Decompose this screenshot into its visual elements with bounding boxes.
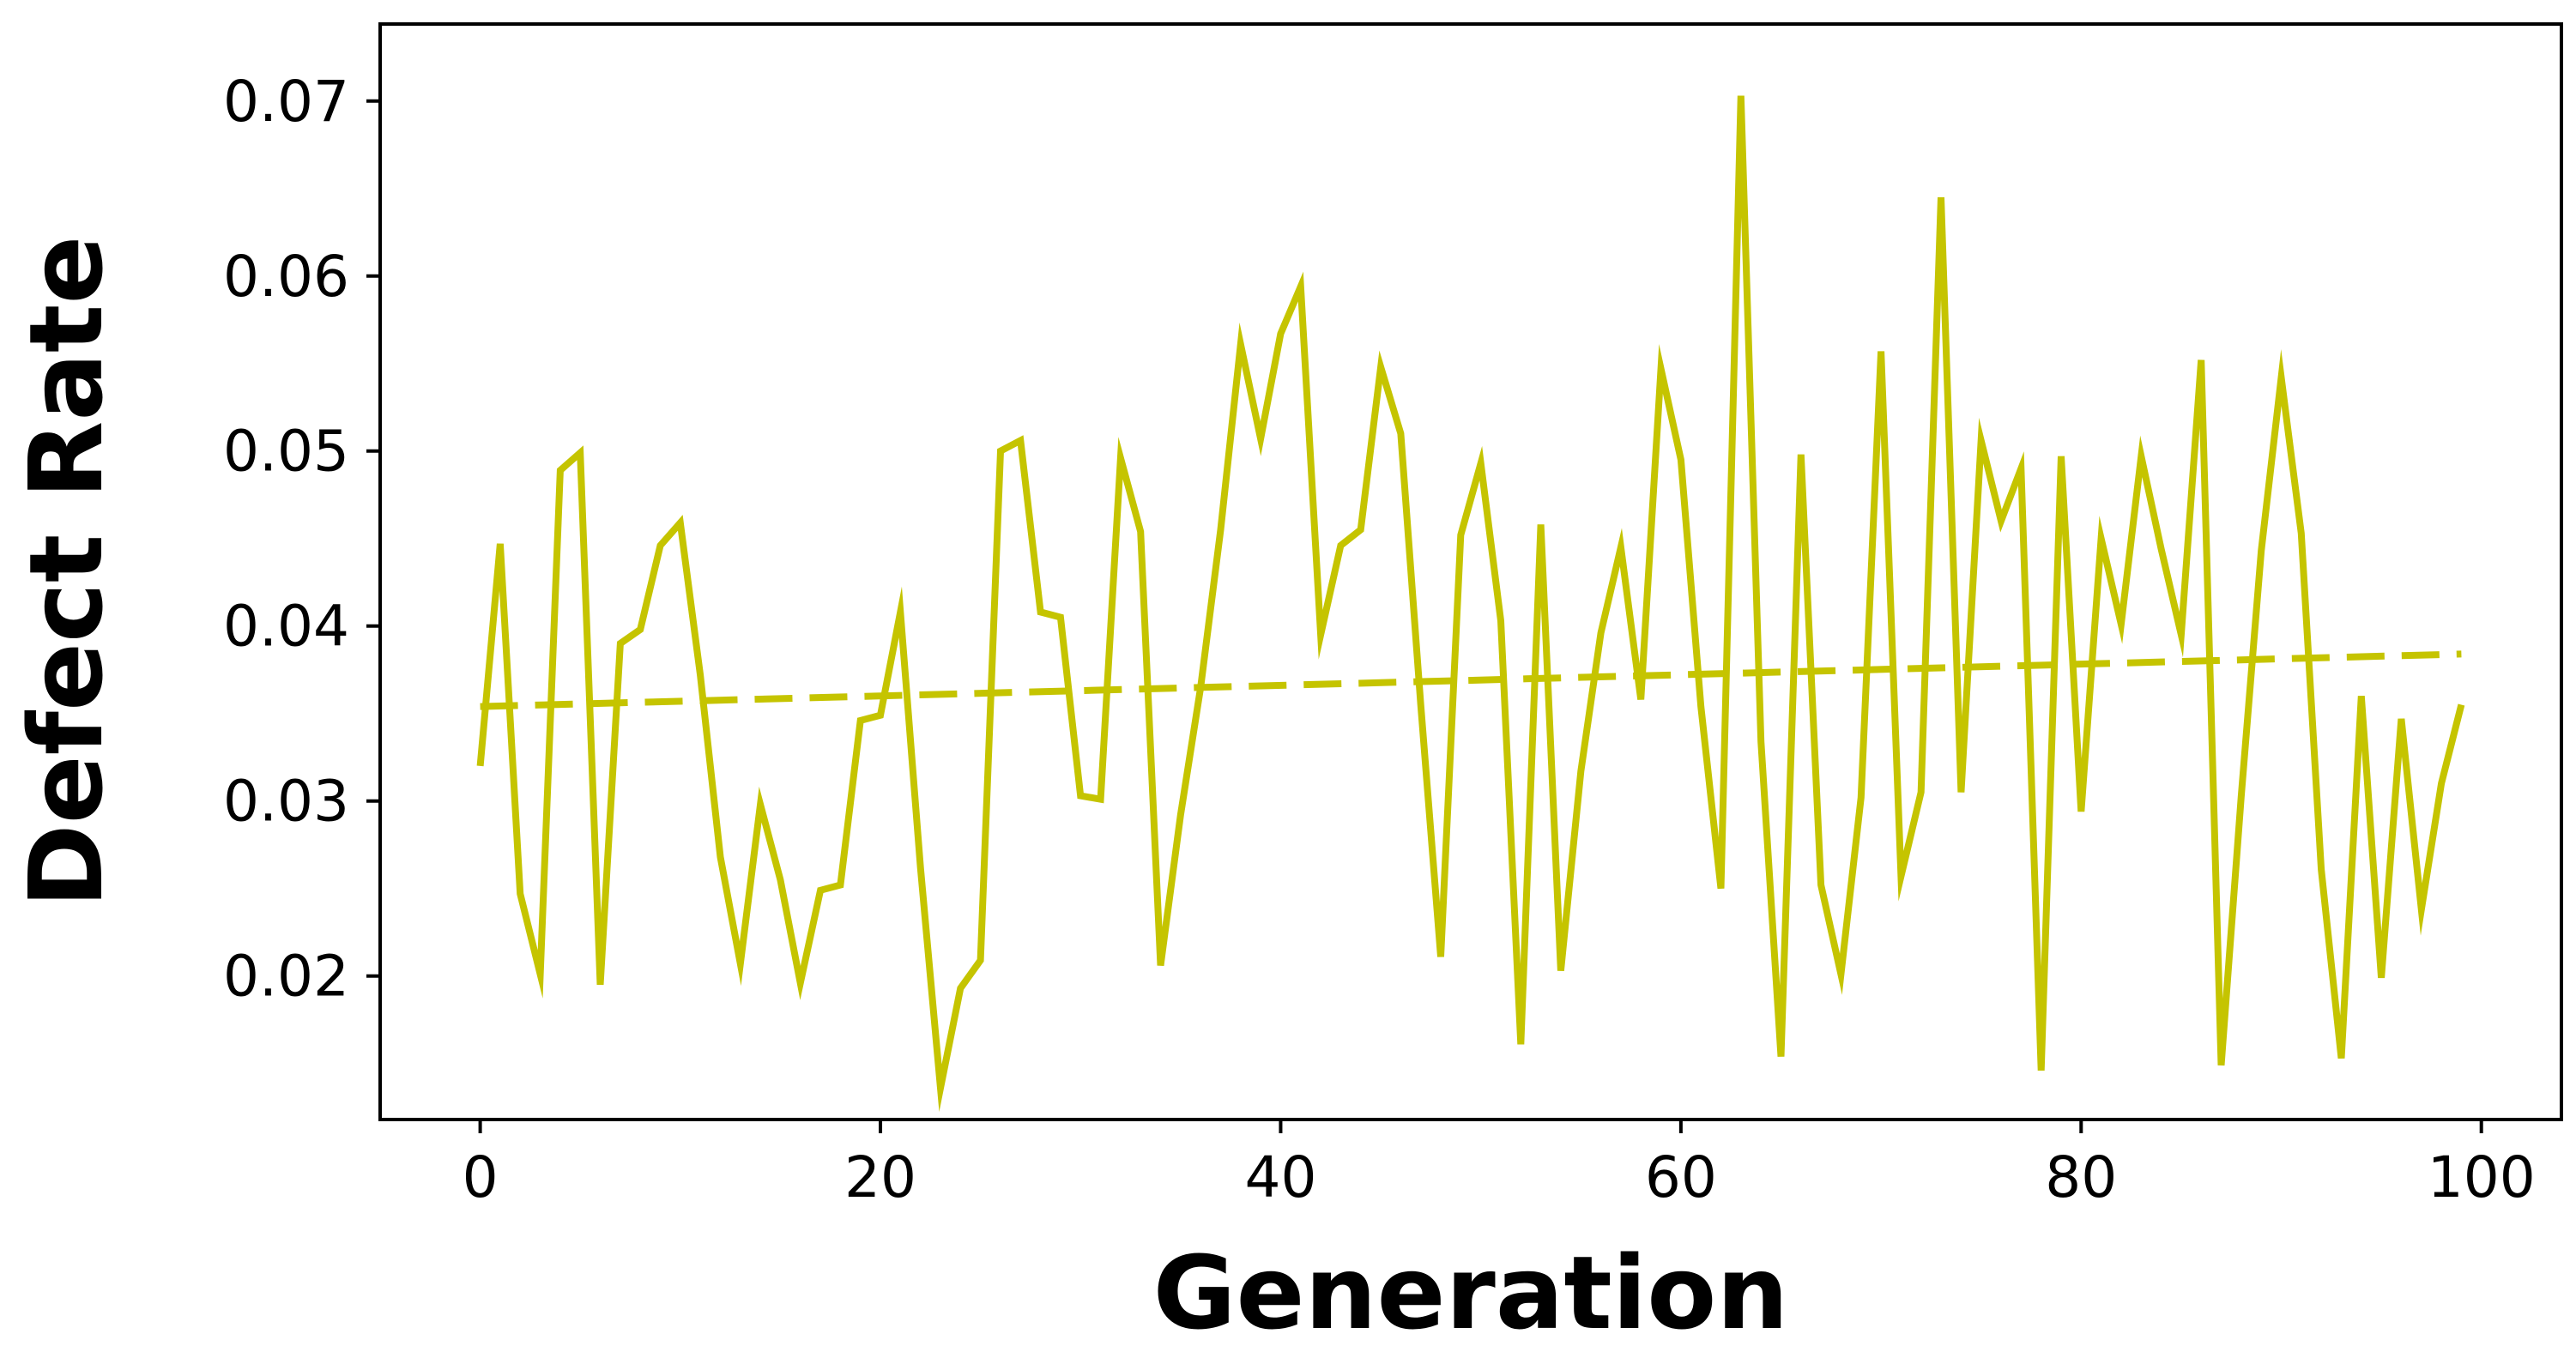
y-tick-label: 0.06 <box>223 244 349 310</box>
x-tick-label: 100 <box>2428 1144 2536 1210</box>
y-tick-label: 0.03 <box>223 769 349 835</box>
defect-rate-line <box>476 95 2465 1113</box>
y-tick-label: 0.04 <box>223 594 349 660</box>
y-axis-title: Defect Rate <box>7 236 125 908</box>
y-tick-label: 0.05 <box>223 419 349 485</box>
trend-line <box>480 650 2462 710</box>
x-tick-marks <box>478 1120 2483 1133</box>
series-layer <box>476 95 2465 1113</box>
x-tick-label: 0 <box>463 1144 499 1210</box>
x-tick-label: 80 <box>2045 1144 2117 1210</box>
x-axis-title: Generation <box>1153 1234 1789 1346</box>
y-tick-label: 0.02 <box>223 944 349 1010</box>
y-tick-labels: 0.02 0.03 0.04 0.05 0.06 0.07 <box>223 69 349 1010</box>
x-tick-label: 40 <box>1244 1144 1316 1210</box>
plot-frame <box>378 22 2563 1121</box>
x-tick-labels: 0 20 40 60 80 100 <box>463 1144 2536 1210</box>
y-tick-marks <box>366 99 380 978</box>
x-tick-label: 60 <box>1645 1144 1717 1210</box>
x-tick-label: 20 <box>844 1144 916 1210</box>
y-tick-label: 0.07 <box>223 69 349 135</box>
